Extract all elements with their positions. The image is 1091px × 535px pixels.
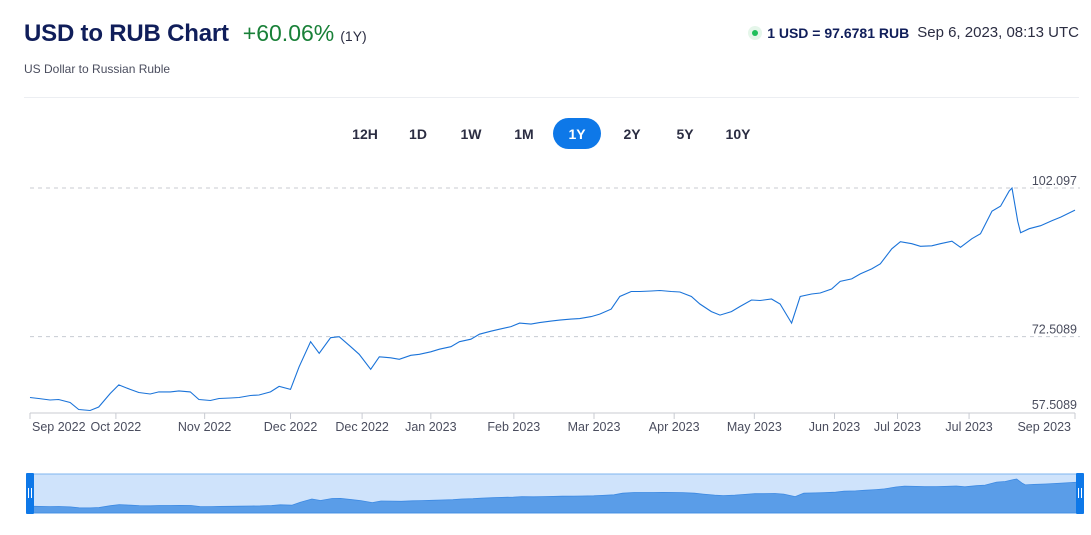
x-tick-label: Feb 2023: [487, 420, 540, 434]
x-tick-label: Jun 2023: [809, 420, 860, 434]
x-tick-label: Jan 2023: [405, 420, 456, 434]
change-period: (1Y): [340, 28, 367, 44]
title-row: USD to RUB Chart +60.06% (1Y): [24, 20, 367, 48]
range-navigator[interactable]: [26, 473, 1084, 514]
page-subtitle: US Dollar to Russian Ruble: [24, 62, 171, 76]
navigator-left-handle[interactable]: [26, 473, 34, 514]
range-button-1d[interactable]: 1D: [392, 118, 444, 149]
x-tick-label: Nov 2022: [178, 420, 232, 434]
chart-grid: [30, 187, 1080, 338]
page-title: USD to RUB Chart: [24, 20, 229, 47]
x-tick-label: Dec 2022: [335, 420, 389, 434]
rate-timestamp: Sep 6, 2023, 08:13 UTC: [917, 24, 1079, 41]
live-dot-icon: [748, 25, 763, 40]
range-button-1w[interactable]: 1W: [445, 118, 497, 149]
x-tick-label: Sep 2023: [1017, 420, 1071, 434]
range-button-5y[interactable]: 5Y: [659, 118, 711, 149]
range-button-1m[interactable]: 1M: [498, 118, 550, 149]
navigator-right-handle[interactable]: [1076, 473, 1084, 514]
change-percent: +60.06%: [242, 20, 335, 46]
x-axis-labels: Sep 2022 Oct 2022 Nov 2022 Dec 2022 Dec 2022…: [29, 413, 1076, 434]
x-tick-label: Oct 2022: [91, 420, 142, 434]
live-rate: 1 USD = 97.6781 RUB Sep 6, 2023, 08:13 U…: [748, 24, 1079, 41]
y-tick-label: 72.5089: [1032, 323, 1077, 337]
range-button-2y[interactable]: 2Y: [606, 118, 658, 149]
header-divider: [24, 97, 1079, 98]
x-tick-label: May 2023: [727, 420, 782, 434]
x-tick-label: Dec 2022: [264, 420, 318, 434]
y-tick-label: 102.097: [1032, 174, 1077, 188]
x-tick-label: Apr 2023: [649, 420, 700, 434]
y-tick-label: 57.5089: [1032, 398, 1077, 412]
navigator-area: [29, 478, 1081, 514]
y-axis-labels: 102.097 72.5089 57.5089: [1032, 174, 1077, 412]
x-tick-label: Mar 2023: [568, 420, 621, 434]
range-button-10y[interactable]: 10Y: [712, 118, 764, 149]
rate-line: [29, 186, 1076, 412]
range-button-1y[interactable]: 1Y: [553, 118, 601, 149]
range-button-12h[interactable]: 12H: [339, 118, 391, 149]
range-selector: 12H 1D 1W 1M 1Y 2Y 5Y 10Y: [339, 118, 765, 149]
x-tick-label: Jul 2023: [874, 420, 921, 434]
x-tick-label: Jul 2023: [945, 420, 992, 434]
x-tick-label: Sep 2022: [32, 420, 86, 434]
rate-value: 1 USD = 97.6781 RUB: [767, 24, 910, 41]
